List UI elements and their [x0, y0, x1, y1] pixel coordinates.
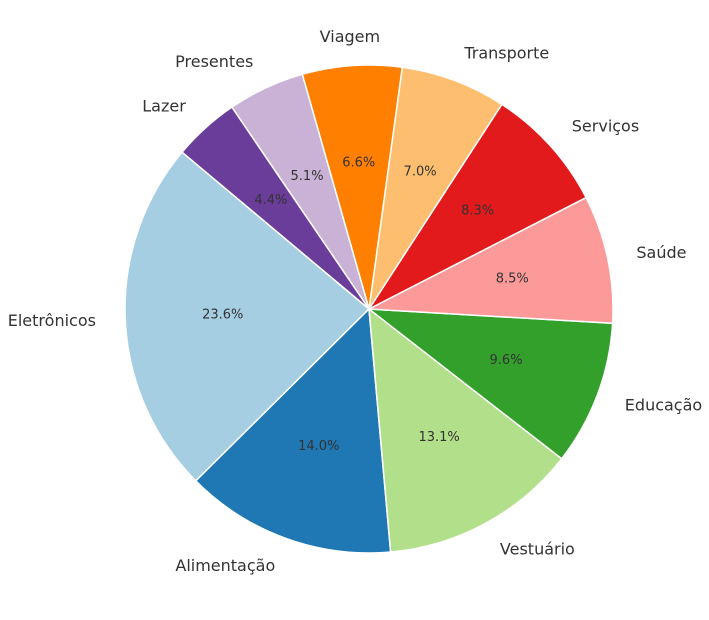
pct-label-saude: 8.5%	[496, 271, 529, 286]
slice-lazer	[181, 106, 370, 310]
pct-label-presentes: 5.1%	[291, 169, 324, 184]
pct-label-viagem: 6.6%	[342, 155, 375, 170]
category-label-eletronicos: Eletrônicos	[8, 311, 96, 330]
category-label-transporte: Transporte	[463, 43, 549, 62]
slice-saude	[366, 196, 614, 325]
slice-eletronicos	[124, 151, 371, 482]
category-label-presentes: Presentes	[175, 52, 253, 71]
category-label-lazer: Lazer	[142, 97, 186, 116]
category-label-servicos: Serviços	[572, 116, 639, 135]
pct-label-vestuario: 13.1%	[418, 430, 459, 445]
category-label-vestuario: Vestuário	[500, 539, 575, 558]
pct-label-alimentacao: 14.0%	[298, 439, 339, 454]
slice-servicos	[366, 103, 588, 311]
category-label-educacao: Educação	[625, 396, 702, 415]
category-label-viagem: Viagem	[320, 27, 380, 46]
pct-label-educacao: 9.6%	[490, 353, 523, 368]
pie-slices	[124, 64, 614, 554]
pct-label-eletronicos: 23.6%	[202, 308, 243, 323]
slice-vestuario	[368, 307, 563, 553]
pct-label-servicos: 8.3%	[461, 203, 494, 218]
slice-transporte	[368, 66, 503, 310]
pct-label-transporte: 7.0%	[404, 164, 437, 179]
percentage-labels: 23.6% 14.0% 13.1% 9.6% 8.5% 8.3% 7.0% 6.6% 5.1% 4…	[202, 155, 529, 454]
slice-educacao	[366, 308, 614, 460]
category-label-alimentacao: Alimentação	[175, 556, 275, 575]
category-labels: Eletrônicos Alimentação Vestuário Educação S…	[8, 27, 702, 575]
slice-alimentacao	[194, 307, 392, 554]
pct-label-lazer: 4.4%	[254, 193, 287, 208]
category-label-saude: Saúde	[636, 243, 686, 262]
